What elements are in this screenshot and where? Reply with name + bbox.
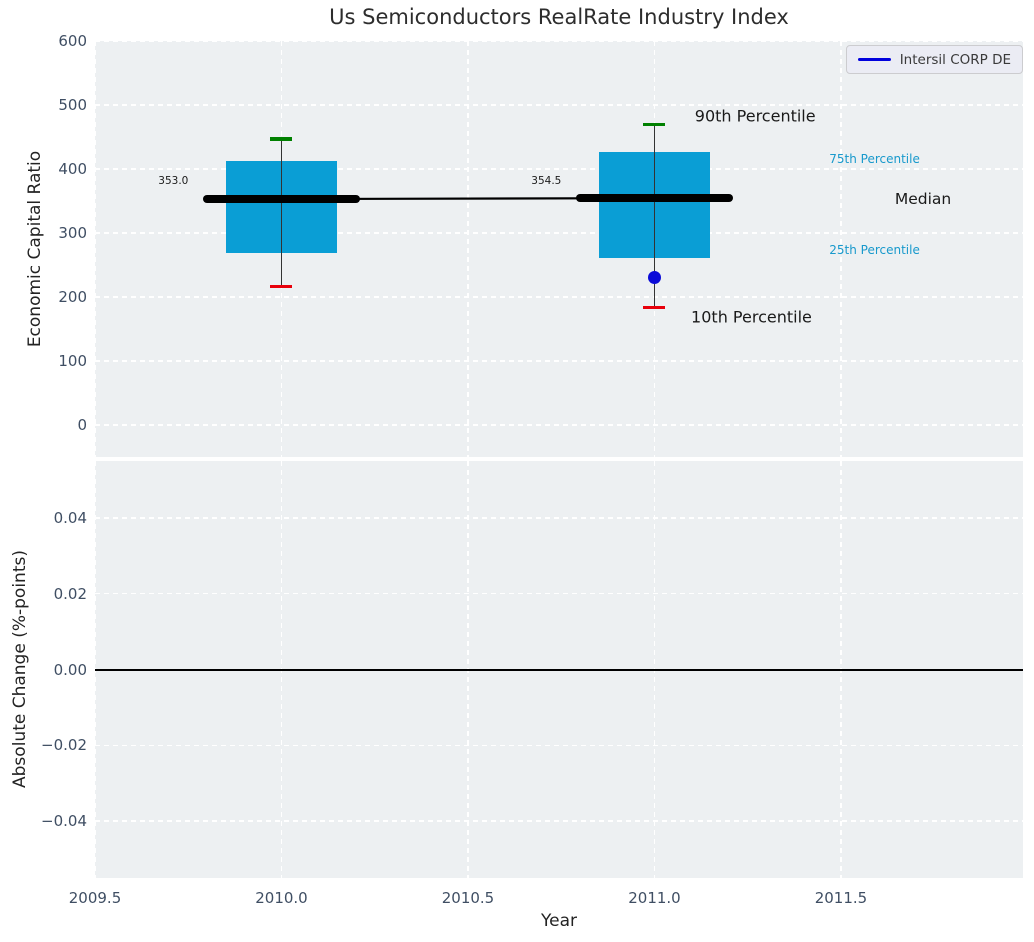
whisker-cap-90th	[643, 122, 666, 126]
zero-reference-line	[95, 668, 1023, 671]
axes-absolute-change	[95, 461, 1023, 878]
x-axis-label: Year	[541, 911, 577, 931]
y-tick-label: 600	[58, 32, 87, 50]
gridline-horizontal	[95, 820, 1023, 822]
gridline-horizontal	[95, 104, 1023, 106]
x-tick-label: 2010.0	[255, 889, 308, 907]
gridline-vertical	[840, 41, 842, 457]
gridline-horizontal	[95, 296, 1023, 298]
annotation-75th-percentile: 75th Percentile	[829, 151, 920, 166]
annotation-90th-percentile: 90th Percentile	[694, 106, 816, 126]
y-tick-label: 400	[58, 160, 87, 178]
gridline-vertical	[467, 41, 469, 457]
annotation-25th-percentile: 25th Percentile	[829, 243, 920, 258]
axes-economic-capital-ratio: 353.0 354.5 90th Percentile 10th Percentile…	[95, 41, 1023, 457]
gridline-horizontal	[95, 744, 1023, 747]
whisker-cap-10th	[643, 306, 666, 310]
company-data-point	[647, 271, 661, 285]
gridline-horizontal	[95, 360, 1023, 362]
gridline-horizontal	[95, 41, 1023, 42]
median-segment	[203, 195, 360, 204]
x-tick-label: 2010.5	[441, 889, 495, 907]
whisker-line	[280, 138, 283, 287]
x-tick-label: 2011.5	[814, 889, 868, 907]
whisker-cap-90th	[270, 137, 293, 141]
annotation-median: Median	[894, 190, 952, 209]
gridline-horizontal	[95, 168, 1023, 170]
gridline-horizontal	[95, 424, 1023, 426]
chart-title: Us Semiconductors RealRate Industry Inde…	[329, 5, 789, 29]
y-tick-label: 0.00	[53, 660, 87, 679]
x-tick-label: 2011.0	[628, 889, 681, 907]
legend-line-sample-icon	[857, 58, 891, 61]
y-tick-label: 200	[58, 288, 87, 306]
y-tick-label: 500	[58, 96, 87, 114]
y-axis-label-top: Economic Capital Ratio	[25, 150, 45, 348]
y-tick-label: 300	[58, 224, 87, 242]
y-tick-label: 0	[77, 416, 87, 434]
legend: Intersil CORP DE	[845, 45, 1023, 74]
gridline-horizontal	[95, 592, 1023, 595]
median-segment	[576, 194, 733, 203]
annotation-354-5: 354.5	[531, 175, 562, 188]
legend-series-label: Intersil CORP DE	[899, 51, 1011, 68]
whisker-line	[653, 124, 656, 308]
x-tick-label: 2009.5	[68, 889, 122, 907]
y-tick-label: −0.02	[41, 736, 87, 755]
whisker-cap-10th	[270, 285, 293, 289]
annotation-353-0: 353.0	[158, 175, 189, 188]
annotation-10th-percentile: 10th Percentile	[691, 307, 812, 327]
gridline-horizontal	[95, 517, 1023, 519]
y-tick-label: 0.04	[53, 508, 87, 527]
y-tick-label: 0.02	[53, 584, 87, 603]
gridline-vertical	[95, 41, 96, 457]
y-tick-label: 100	[58, 352, 87, 370]
y-tick-label: −0.04	[41, 812, 87, 831]
gridline-horizontal	[95, 232, 1023, 234]
